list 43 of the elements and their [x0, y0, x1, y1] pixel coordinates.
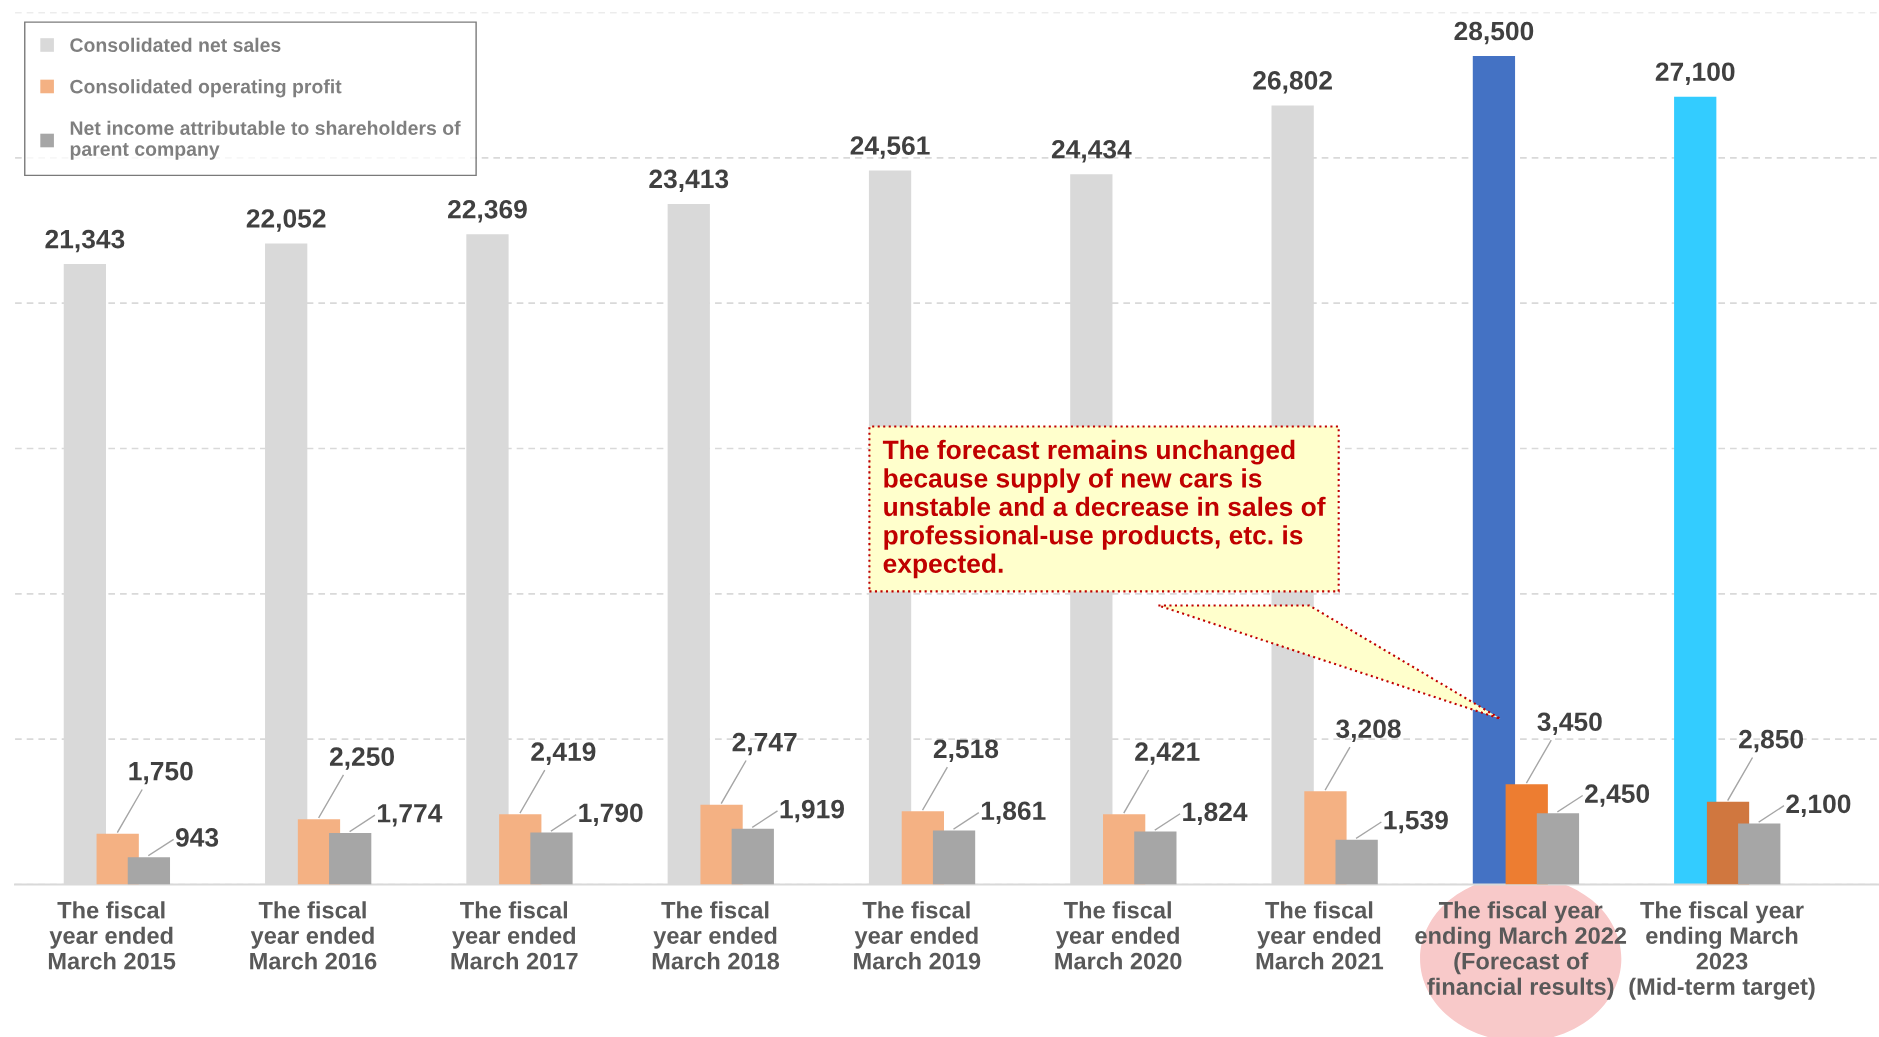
legend-label: Consolidated operating profit [70, 79, 342, 98]
data-label: 22,052 [246, 209, 326, 232]
data-label: 1,750 [129, 761, 193, 785]
data-label: 2,421 [1135, 742, 1200, 765]
data-label: 2,100 [1786, 794, 1851, 817]
x-tick-label: The fiscal year ended March 2016 [250, 901, 377, 970]
x-tick-label: The fiscal year ended March 2019 [854, 901, 981, 970]
data-label: 27,100 [1655, 62, 1735, 85]
data-label: 2,518 [933, 739, 999, 763]
data-label: 2,850 [1739, 729, 1804, 753]
data-label: 2,250 [329, 747, 394, 770]
x-tick-label: The fiscal year ended March 2017 [451, 901, 578, 970]
data-label: 1,919 [780, 799, 844, 823]
data-label: 3,208 [1336, 719, 1401, 742]
data-label: 22,369 [448, 199, 527, 223]
data-label: 943 [175, 828, 219, 847]
data-label: 3,450 [1537, 712, 1602, 735]
data-label: 24,434 [1051, 139, 1132, 163]
x-tick-label: The fiscal year ending March 2022 (Forecast of financial results) [1415, 901, 1627, 1000]
x-tick-label: The fiscal year ended March 2015 [48, 901, 176, 970]
data-label: 28,500 [1454, 21, 1534, 45]
data-label: 2,747 [732, 732, 797, 756]
x-tick-label: The fiscal year ended March 2020 [1055, 901, 1182, 970]
data-label: 1,790 [579, 803, 643, 826]
bar [1674, 96, 1717, 885]
data-label: 26,802 [1253, 71, 1332, 94]
x-tick-label: The fiscal year ended March 2018 [652, 901, 780, 970]
x-tick-label: The fiscal year ending March 2023 (Mid-term target) [1629, 901, 1815, 1000]
data-label: 1,774 [378, 804, 443, 827]
data-label: 1,539 [1384, 810, 1448, 834]
legend-label: Consolidated net sales [70, 37, 281, 52]
data-label: 2,450 [1585, 784, 1650, 807]
data-label: 24,561 [850, 136, 930, 159]
data-label: 21,343 [45, 229, 125, 253]
data-label: 2,419 [531, 742, 596, 765]
data-label: 1,861 [981, 801, 1046, 824]
legend-label: Net income attributable to shareholders of parent company [70, 120, 461, 160]
data-label: 23,413 [649, 169, 729, 193]
annotation: The forecast remains unchanged because supply of new cars is unstable and a decrease in sales of professional-use products, etc. is expected. [882, 439, 1326, 579]
x-tick-label: The fiscal year ended March 2021 [1256, 901, 1384, 970]
data-label: 1,824 [1183, 802, 1248, 825]
bar [1472, 56, 1516, 885]
bar [1738, 823, 1781, 885]
